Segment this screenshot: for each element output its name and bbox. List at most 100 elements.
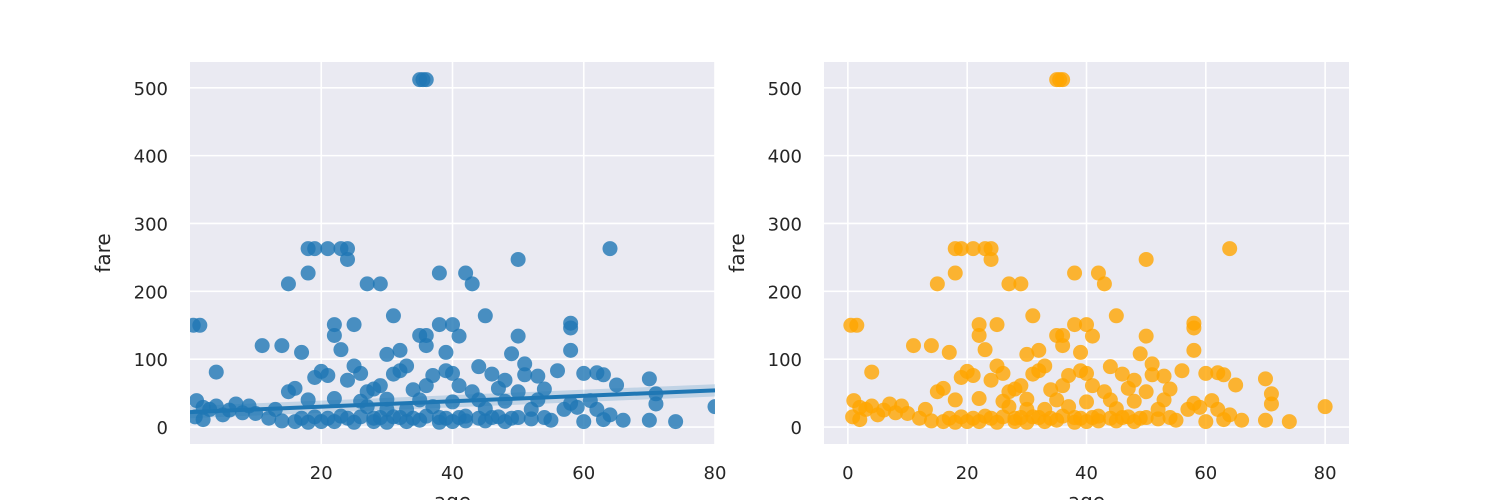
left-data-point [438,344,454,360]
left-y-tick-label: 200 [134,282,168,303]
right-data-point [1079,317,1094,333]
left-data-point [208,364,224,380]
right-data-point [870,407,886,423]
right-data-point [1156,392,1172,408]
left-data-point [431,410,447,426]
right-data-point [995,409,1011,425]
right-data-point [1216,412,1232,428]
right-data-point [864,364,880,380]
right-data-point [1067,265,1083,281]
right-data-point [1138,328,1154,344]
left-points [190,72,715,430]
left-data-point [418,72,434,88]
right-data-point [983,241,999,257]
left-data-point [497,372,513,388]
right-data-point [1108,308,1124,324]
left-data-point [392,342,408,358]
right-data-point [1013,410,1029,426]
left-data-point [405,410,421,426]
right-data-point [1156,368,1172,384]
left-data-point [399,358,415,374]
left-data-point [517,367,533,383]
right-data-point [917,401,933,417]
left-x-tick-label: 60 [572,463,595,484]
right-data-point [1186,320,1202,336]
left-data-point [458,265,474,281]
right-data-point [983,251,999,267]
right-data-point [1043,410,1059,426]
right-data-point [1037,358,1053,374]
left-data-point [300,392,316,408]
left-data-point [353,409,369,425]
left-data-point [451,328,467,344]
right-points [843,72,1333,430]
left-data-point [320,241,336,257]
right-x-tick-label: 0 [842,463,853,484]
right-data-point [1228,377,1244,393]
right-data-point [1019,391,1035,407]
right-data-point [983,372,999,388]
left-data-point [510,384,526,400]
right-data-point [1073,344,1089,360]
left-data-point [385,308,401,324]
left-data-point [445,317,460,333]
left-y-tick-label: 500 [134,79,168,100]
left-data-point [340,251,355,267]
right-data-point [1138,410,1154,426]
right-data-point [1055,72,1071,88]
right-data-point [971,327,987,343]
left-data-point [372,410,388,426]
left-y-axis-label: fare [91,233,115,272]
right-x-tick-label: 60 [1194,463,1217,484]
right-data-point [1222,241,1238,257]
left-data-point [563,395,579,411]
left-data-point [320,367,336,383]
right-data-point [1025,308,1041,324]
right-x-tick-label: 40 [1075,463,1098,484]
right-data-point [1114,366,1130,382]
left-data-point [320,410,336,426]
right-data-point [1067,410,1083,426]
right-data-point [1198,414,1214,430]
left-x-tick-label: 80 [704,463,727,484]
left-data-point [280,276,296,292]
left-subplot: 20 40 60 80 0 100 200 300 400 500 age fare [91,62,726,500]
left-regression-line [190,388,715,415]
right-y-tick-label: 500 [768,79,802,100]
right-data-point [1013,276,1029,292]
right-data-point [852,412,868,428]
left-data-point [445,365,460,381]
left-x-tick-label: 20 [310,463,333,484]
left-y-tick-label: 100 [134,350,168,371]
right-data-point [1084,410,1100,426]
right-data-point [894,398,910,414]
right-data-point [1186,342,1202,358]
left-data-point [576,365,592,381]
left-data-point [274,413,290,429]
left-data-point [333,342,349,358]
right-y-tick-label: 200 [768,282,802,303]
right-data-point [923,413,939,429]
left-data-point [668,414,684,430]
left-data-point [425,367,441,383]
left-data-point [418,408,434,424]
right-data-point [965,410,981,426]
right-y-tick-label: 300 [768,214,802,235]
right-data-point [1049,392,1065,408]
right-y-tick-label: 0 [791,418,802,439]
left-data-point [517,356,533,372]
right-data-point [989,317,1005,333]
right-data-point [1102,392,1118,408]
right-data-point [1138,251,1154,267]
left-data-point [190,393,205,409]
right-data-point [1126,372,1142,388]
left-y-tick-label: 0 [157,418,168,439]
right-data-point [1114,410,1130,426]
right-y-tick-label: 400 [768,147,802,168]
left-data-point [615,412,631,428]
right-data-point [1096,276,1112,292]
right-data-point [971,391,987,407]
left-data-point [641,412,657,428]
left-data-point [595,412,611,428]
right-data-point [1216,367,1232,383]
